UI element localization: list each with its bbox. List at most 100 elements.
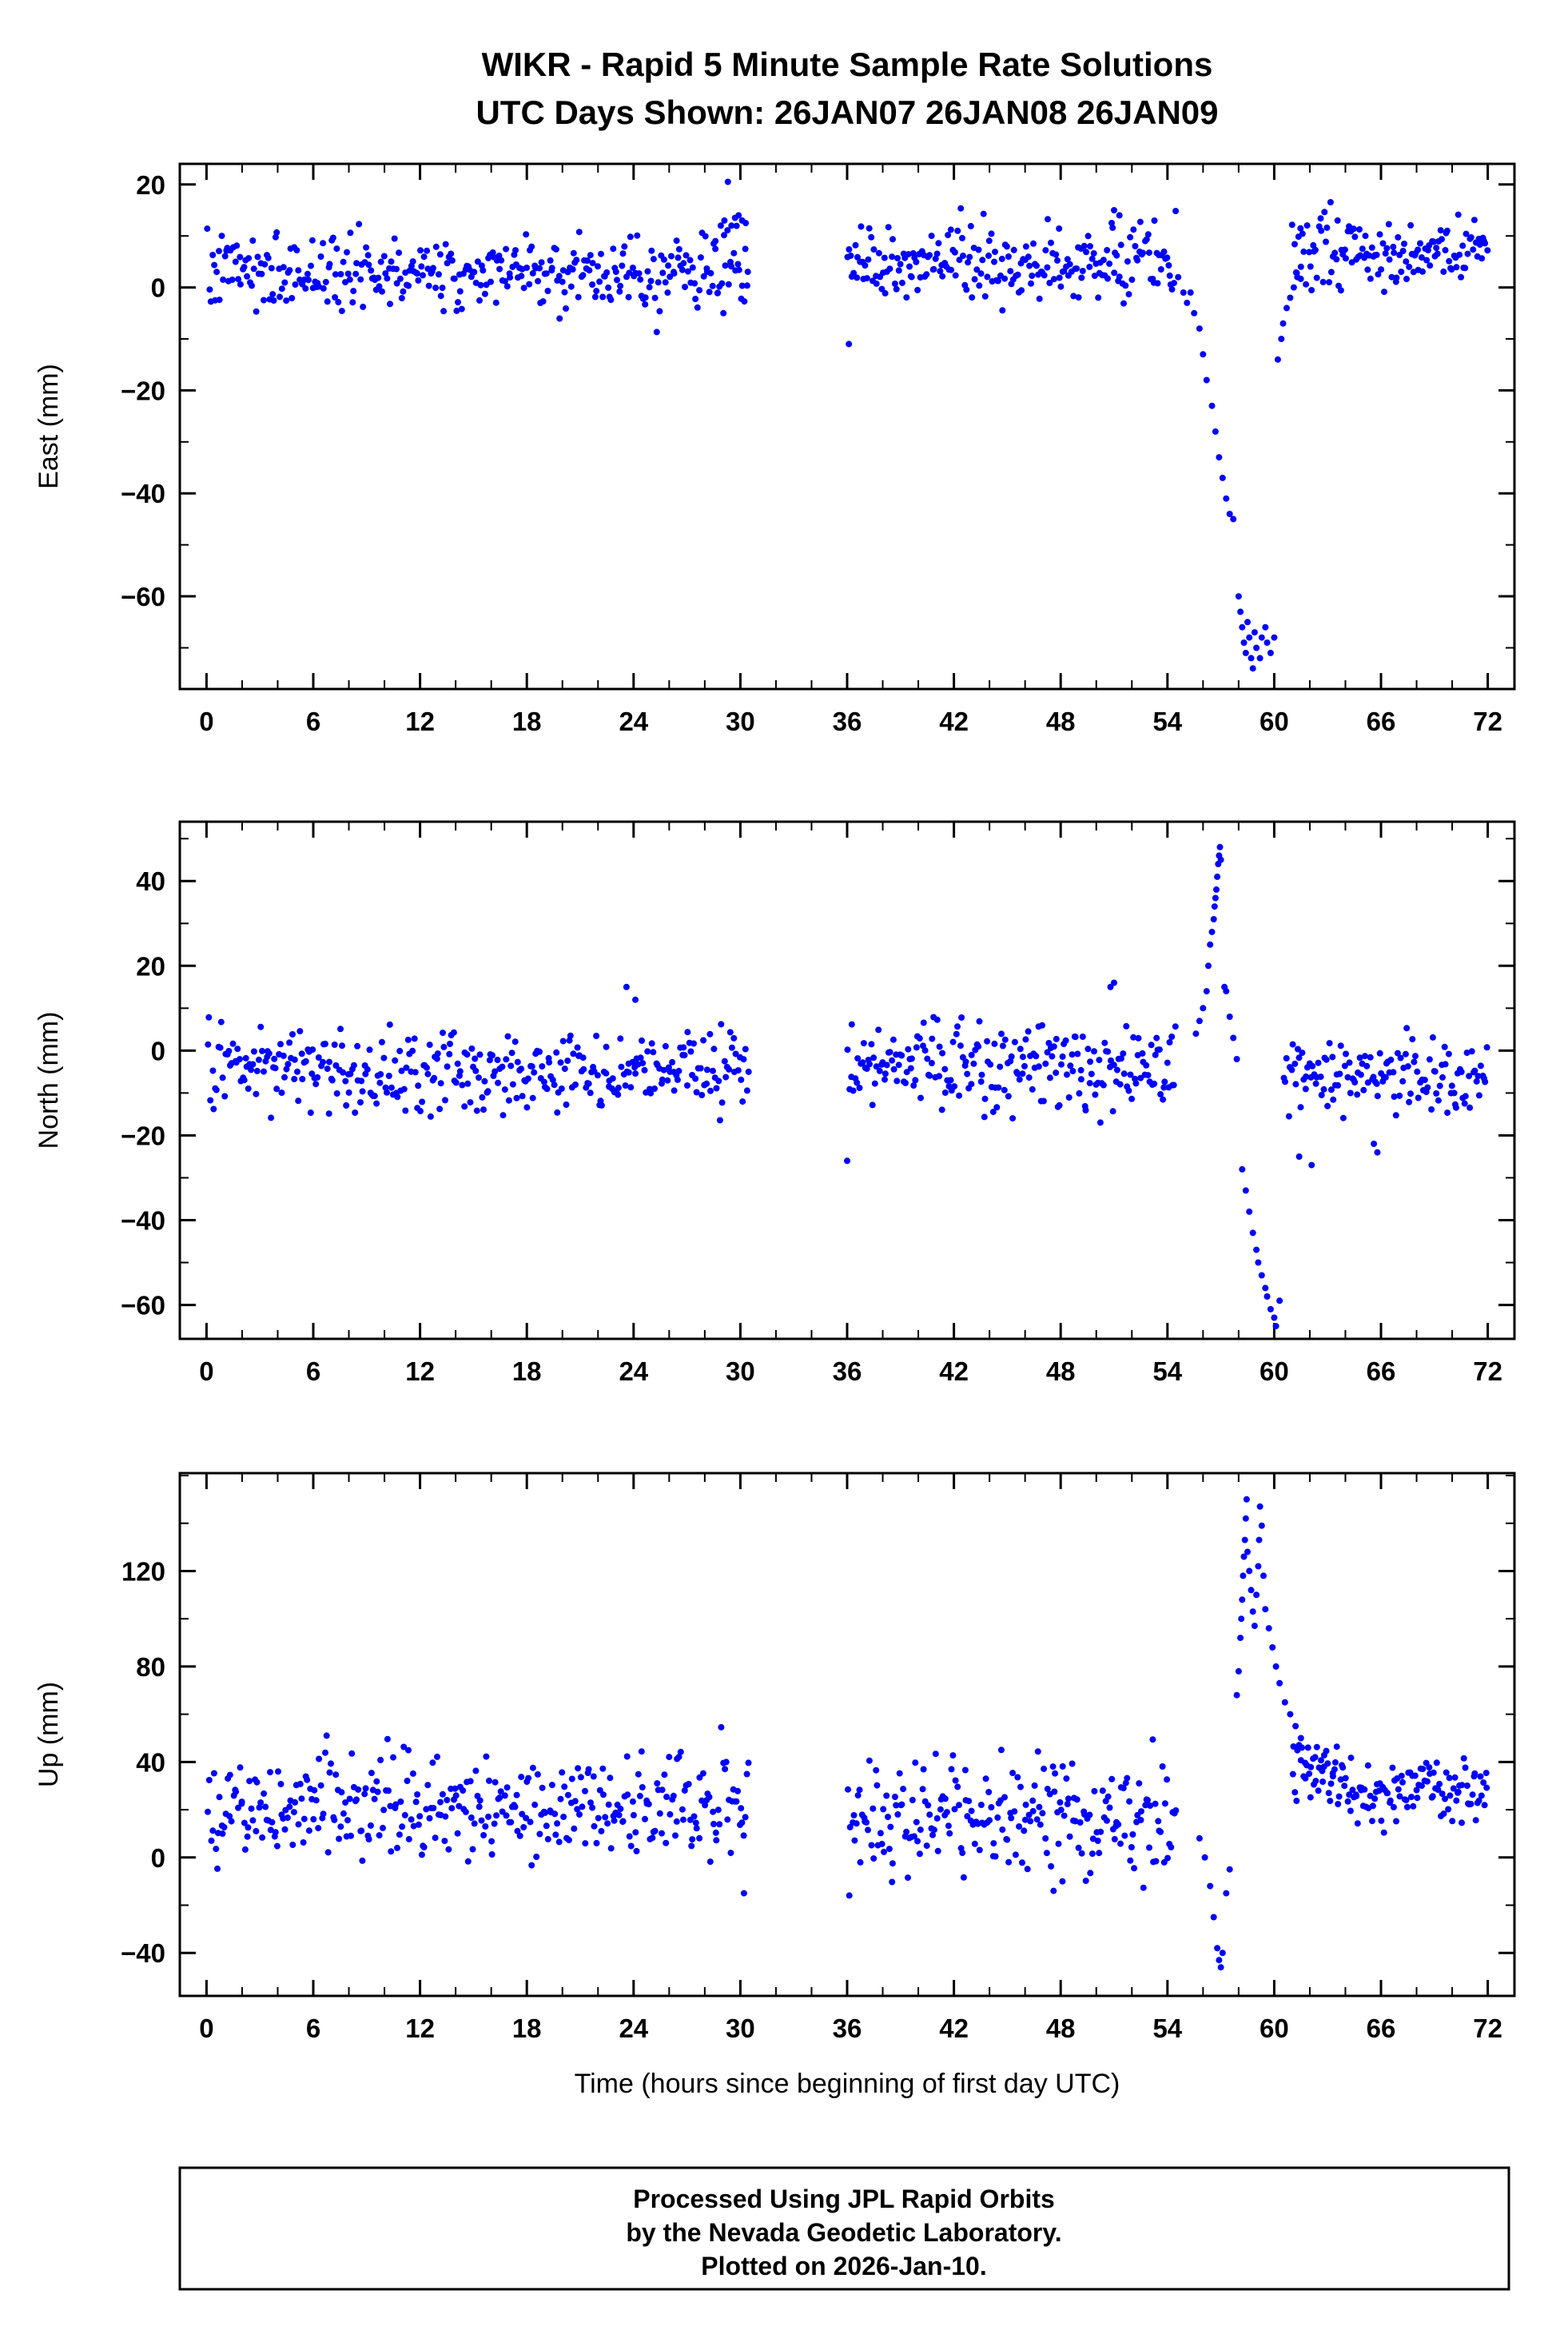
data-point: [496, 265, 503, 273]
data-point: [651, 1085, 658, 1092]
data-point: [667, 273, 674, 281]
data-point: [1244, 1548, 1251, 1555]
data-point: [1459, 1782, 1466, 1789]
x-tick-label: 42: [939, 707, 969, 736]
data-point: [1393, 1818, 1399, 1825]
data-point: [875, 249, 882, 257]
data-point: [437, 1080, 444, 1087]
data-point: [531, 1801, 539, 1808]
data-point: [920, 1019, 927, 1026]
data-point: [883, 1792, 890, 1799]
data-point: [315, 1054, 322, 1061]
data-point: [1442, 1795, 1448, 1802]
data-point: [582, 1840, 589, 1847]
data-point: [1477, 1773, 1484, 1780]
data-point: [468, 1814, 475, 1821]
data-point: [503, 283, 511, 290]
data-point: [451, 275, 458, 282]
data-point: [1026, 262, 1033, 269]
data-point: [1104, 1048, 1112, 1055]
data-point: [1320, 1085, 1327, 1093]
data-point: [733, 1798, 740, 1805]
data-point: [1128, 1844, 1135, 1850]
data-point: [1290, 284, 1297, 291]
data-point: [286, 1039, 293, 1046]
data-point: [1437, 227, 1444, 234]
data-point: [1376, 1050, 1383, 1057]
data-point: [555, 273, 563, 280]
data-point: [529, 1094, 536, 1101]
data-point: [1077, 1819, 1084, 1826]
data-point: [607, 1774, 614, 1782]
data-point: [639, 1784, 646, 1790]
data-point: [1462, 1764, 1469, 1771]
data-point: [1016, 1823, 1023, 1830]
data-point: [1482, 240, 1489, 247]
data-point: [404, 1036, 412, 1043]
data-point: [1200, 351, 1207, 358]
data-point: [1034, 1748, 1041, 1755]
data-point: [868, 233, 875, 241]
data-point: [241, 1077, 248, 1084]
data-point: [1246, 634, 1253, 641]
data-point: [720, 309, 727, 317]
data-point: [1451, 1774, 1459, 1781]
data-point: [641, 1066, 648, 1073]
y-tick-label: 120: [121, 1556, 165, 1586]
data-point: [1264, 639, 1271, 646]
data-point: [1084, 1046, 1092, 1053]
data-point: [1058, 1061, 1065, 1068]
data-point: [909, 1797, 916, 1803]
data-point: [415, 1821, 422, 1828]
x-tick-label: 18: [512, 707, 542, 736]
x-tick-label: 12: [405, 707, 435, 736]
data-point: [348, 1750, 356, 1757]
data-point: [661, 1771, 668, 1778]
data-point: [523, 1104, 531, 1111]
data-point: [977, 270, 985, 277]
data-point: [985, 1789, 993, 1795]
data-point: [540, 1078, 547, 1085]
data-point: [1240, 639, 1248, 646]
data-point: [340, 258, 347, 265]
data-point: [1022, 1036, 1029, 1043]
data-point: [1370, 1073, 1377, 1081]
data-point: [664, 289, 671, 297]
data-point: [859, 1059, 866, 1066]
data-point: [1453, 1104, 1459, 1111]
data-point: [1473, 1077, 1480, 1085]
data-point: [1317, 1073, 1324, 1081]
data-point: [1079, 1034, 1086, 1040]
data-point: [249, 282, 255, 289]
data-point: [291, 1076, 298, 1082]
data-point: [1042, 247, 1049, 254]
data-point: [1226, 1866, 1233, 1873]
data-point: [1036, 295, 1043, 302]
data-point: [471, 269, 478, 276]
data-point: [476, 1051, 484, 1058]
data-point: [529, 1764, 536, 1771]
data-point: [414, 270, 420, 277]
data-point: [1415, 1094, 1422, 1101]
data-point: [536, 1048, 543, 1055]
data-point: [1021, 1827, 1028, 1834]
data-point: [1045, 216, 1051, 223]
data-point: [1291, 1060, 1299, 1067]
data-point: [1029, 273, 1036, 279]
data-point: [1463, 230, 1470, 237]
data-point: [1459, 242, 1467, 249]
data-point: [953, 1030, 960, 1038]
data-point: [1279, 320, 1287, 327]
data-point: [622, 1082, 629, 1089]
data-point: [1056, 225, 1063, 232]
data-point: [411, 1035, 418, 1042]
data-point: [549, 1077, 556, 1084]
data-point: [992, 249, 998, 256]
data-point: [1330, 1096, 1337, 1103]
data-point: [262, 1803, 269, 1810]
data-point: [593, 1033, 600, 1039]
data-point: [878, 1840, 885, 1847]
data-point: [875, 1026, 882, 1034]
data-point: [219, 1074, 226, 1081]
data-point: [1392, 1112, 1399, 1119]
